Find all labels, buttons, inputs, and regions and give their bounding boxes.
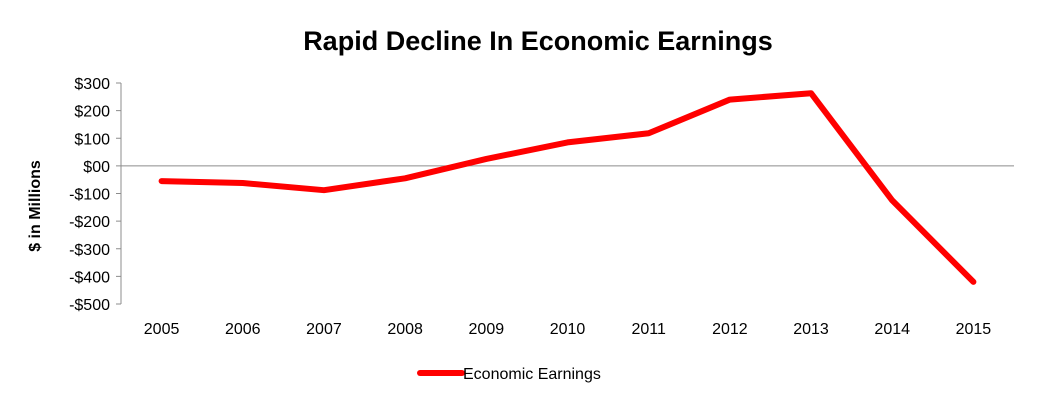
legend: Economic Earnings — [417, 366, 601, 383]
data-point — [485, 158, 487, 160]
y-axis-label: $ in Millions — [27, 160, 44, 252]
y-tick-label: -$400 — [69, 269, 110, 286]
data-point — [567, 141, 568, 143]
x-tick-label: 2005 — [144, 321, 180, 338]
data-point — [242, 182, 244, 184]
data-point — [810, 92, 812, 94]
y-tick-label: -$300 — [69, 242, 110, 259]
x-tick-label: 2013 — [793, 321, 829, 338]
series-line-economic-earnings — [158, 90, 977, 285]
data-point — [404, 177, 406, 179]
x-tick-label: 2015 — [956, 321, 992, 338]
data-point — [729, 99, 731, 101]
chart-title: Rapid Decline In Economic Earnings — [303, 26, 773, 56]
data-point — [648, 132, 650, 134]
y-tick-label: $100 — [74, 131, 110, 148]
data-point — [161, 180, 163, 182]
axes — [120, 83, 1014, 304]
x-tick-label: 2008 — [387, 321, 423, 338]
y-tick-label: -$100 — [69, 187, 110, 204]
y-axis-ticks: $300 $200 $100 $00 -$100 -$200 -$300 -$400 -$500 — [69, 76, 121, 314]
data-point — [891, 199, 893, 201]
x-tick-label: 2014 — [874, 321, 910, 338]
x-axis-ticks: 2005 2006 2007 2008 2009 2010 2011 2012 2013 2014… — [144, 321, 992, 338]
x-tick-label: 2010 — [550, 321, 586, 338]
x-tick-label: 2009 — [469, 321, 505, 338]
data-point — [323, 189, 325, 191]
x-tick-label: 2006 — [225, 321, 261, 338]
x-tick-label: 2011 — [631, 321, 666, 338]
y-tick-label: $200 — [74, 104, 110, 121]
y-tick-label: -$500 — [69, 297, 110, 314]
x-tick-label: 2007 — [306, 321, 342, 338]
y-tick-label: -$200 — [69, 214, 110, 231]
x-tick-label: 2012 — [712, 321, 748, 338]
legend-label-economic-earnings: Economic Earnings — [463, 366, 601, 383]
y-tick-label: $300 — [74, 76, 110, 93]
y-tick-label: $00 — [83, 159, 110, 176]
data-point — [972, 281, 974, 283]
series-lines — [158, 90, 977, 285]
